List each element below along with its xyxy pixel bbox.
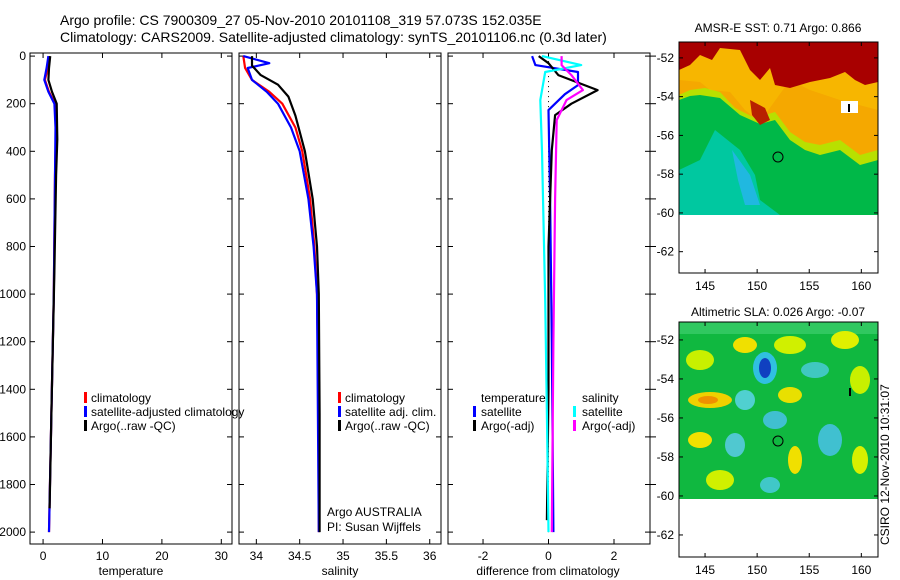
x-tick-label: 10 bbox=[96, 549, 110, 563]
map-x-tick-label: 160 bbox=[851, 279, 871, 293]
x-tick-label: 2 bbox=[611, 549, 618, 563]
legend-swatch-sal-argo bbox=[573, 420, 576, 431]
map-y-tick-label: -52 bbox=[657, 333, 675, 347]
legend-label: Argo(..raw -QC) bbox=[345, 419, 430, 433]
title-line-2: Climatology: CARS2009. Satellite-adjuste… bbox=[60, 29, 607, 45]
map-x-tick-label: 155 bbox=[799, 563, 819, 577]
difference-legend: temperature salinity satellite Argo(-adj… bbox=[473, 391, 635, 433]
x-tick-label: 35 bbox=[336, 549, 350, 563]
y-tick-label: 1800 bbox=[0, 477, 26, 491]
map-y-tick-label: -56 bbox=[657, 411, 675, 425]
legend-label: climatology bbox=[345, 391, 405, 405]
sla-map-title: Altimetric SLA: 0.026 Argo: -0.07 bbox=[691, 305, 865, 319]
x-tick-label: 34.5 bbox=[288, 549, 312, 563]
legend-swatch-temp-satellite bbox=[473, 406, 476, 417]
series-line-temperature-satellite bbox=[531, 55, 580, 533]
map-y-tick-label: -54 bbox=[657, 372, 675, 386]
series-line-salinity-satellite bbox=[539, 55, 583, 533]
series-line-satellite-adj-clim- bbox=[243, 55, 320, 533]
y-tick-label: 200 bbox=[6, 97, 26, 111]
y-tick-label: 800 bbox=[6, 239, 26, 253]
y-tick-label: 600 bbox=[6, 192, 26, 206]
x-tick-label: -2 bbox=[478, 549, 489, 563]
legend-swatch-argo bbox=[84, 420, 87, 431]
legend-swatch-temp-argo bbox=[473, 420, 476, 431]
x-tick-label: 36 bbox=[423, 549, 437, 563]
map-y-tick-label: -62 bbox=[657, 528, 675, 542]
map-x-tick-label: 150 bbox=[747, 279, 767, 293]
legend-swatch-climatology bbox=[338, 392, 341, 403]
x-tick-label: 35.5 bbox=[375, 549, 399, 563]
map-x-tick-label: 145 bbox=[695, 563, 715, 577]
map-y-tick-label: -52 bbox=[657, 51, 675, 65]
difference-axis-label: difference from climatology bbox=[476, 564, 619, 578]
y-tick-label: 0 bbox=[19, 49, 26, 63]
sst-map: AMSR-E SST: 0.71 Argo: 0.866 145 150 155 16… bbox=[657, 21, 879, 293]
y-tick-label: 1400 bbox=[0, 382, 26, 396]
plot-frame bbox=[29, 52, 233, 545]
y-tick-label: 400 bbox=[6, 144, 26, 158]
map-y-tick-label: -56 bbox=[657, 128, 675, 142]
temperature-axis-label: temperature bbox=[99, 564, 164, 578]
map-y-tick-label: -54 bbox=[657, 90, 675, 104]
series-line-temperature-argo-adj- bbox=[538, 55, 599, 521]
map-y-tick-label: -62 bbox=[657, 245, 675, 259]
sla-map: Altimetric SLA: 0.026 Argo: -0.07 bbox=[657, 305, 879, 577]
legend-swatch-sal-satellite bbox=[573, 406, 576, 417]
y-tick-label: 1200 bbox=[0, 335, 26, 349]
y-tick-label: 1600 bbox=[0, 430, 26, 444]
legend-header-temperature: temperature bbox=[481, 391, 546, 405]
map-y-tick-label: -58 bbox=[657, 167, 675, 181]
title-line-1: Argo profile: CS 7900309_27 05-Nov-2010 … bbox=[60, 12, 542, 28]
legend-label: satellite bbox=[582, 405, 623, 419]
map-y-tick-label: -58 bbox=[657, 450, 675, 464]
x-tick-label: 20 bbox=[155, 549, 169, 563]
salinity-panel: 34 34.5 35 35.5 36 bbox=[238, 52, 442, 563]
legend-label: Argo(-adj) bbox=[481, 419, 534, 433]
plot-frame bbox=[238, 52, 442, 545]
series-line-argo-raw-qc- bbox=[250, 56, 321, 533]
series-line-salinity-argo-adj- bbox=[550, 56, 585, 533]
series-line-climatology bbox=[242, 55, 320, 533]
x-tick-label: 0 bbox=[40, 549, 47, 563]
x-tick-label: 30 bbox=[215, 549, 229, 563]
legend-header-salinity: salinity bbox=[582, 391, 619, 405]
legend-label: Argo(-adj) bbox=[582, 419, 635, 433]
legend-swatch-argo bbox=[338, 420, 341, 431]
sst-field bbox=[679, 42, 878, 215]
map-y-tick-label: -60 bbox=[657, 206, 675, 220]
legend-label: satellite-adjusted climatology bbox=[91, 405, 244, 419]
map-x-tick-label: 160 bbox=[851, 563, 871, 577]
sla-field bbox=[679, 322, 878, 499]
temperature-legend: climatology satellite-adjusted climatolo… bbox=[84, 391, 244, 433]
legend-swatch-satellite bbox=[338, 406, 341, 417]
legend-label: climatology bbox=[91, 391, 151, 405]
map-x-tick-label: 150 bbox=[747, 563, 767, 577]
legend-label: satellite bbox=[481, 405, 522, 419]
salinity-axis-label: salinity bbox=[322, 564, 359, 578]
x-tick-label: 0 bbox=[545, 549, 552, 563]
temperature-panel: 0 200 400 600 800 1000 1200 1400 1600 1800 2000 0 10… bbox=[0, 49, 233, 563]
legend-swatch-climatology bbox=[84, 392, 87, 403]
legend-label: satellite adj. clim. bbox=[345, 405, 436, 419]
argo-location-marker bbox=[772, 151, 784, 163]
series-line-argo-raw-qc- bbox=[47, 55, 59, 509]
salinity-legend: climatology satellite adj. clim. Argo(..… bbox=[338, 391, 436, 433]
x-tick-label: 34 bbox=[250, 549, 264, 563]
argo-location-marker bbox=[772, 435, 784, 447]
credit-line-1: Argo AUSTRALIA bbox=[327, 505, 422, 519]
timestamp: CSIRO 12-Nov-2010 10:31:07 bbox=[878, 384, 892, 545]
legend-label: Argo(..raw -QC) bbox=[91, 419, 176, 433]
difference-panel: -2 0 2 bbox=[447, 52, 656, 563]
y-tick-label: 1000 bbox=[0, 287, 26, 301]
credit-line-2: PI: Susan Wijffels bbox=[327, 520, 421, 534]
map-x-tick-label: 155 bbox=[799, 279, 819, 293]
sst-map-title: AMSR-E SST: 0.71 Argo: 0.866 bbox=[695, 21, 862, 35]
legend-swatch-satellite bbox=[84, 406, 87, 417]
map-x-tick-label: 145 bbox=[695, 279, 715, 293]
map-y-tick-label: -60 bbox=[657, 489, 675, 503]
y-tick-label: 2000 bbox=[0, 525, 26, 539]
